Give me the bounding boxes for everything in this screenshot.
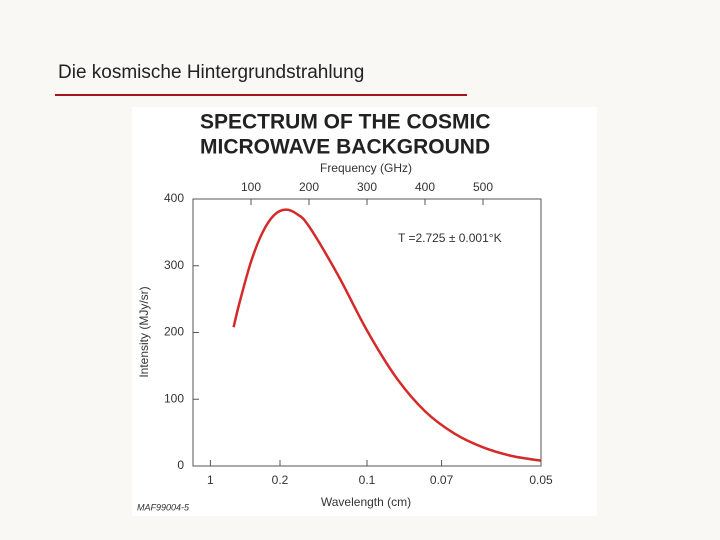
title-rule	[55, 94, 467, 96]
chart-title: SPECTRUM OF THE COSMIC	[200, 111, 491, 134]
chart-title: MICROWAVE BACKGROUND	[200, 136, 490, 159]
x-tick-label: 400	[415, 180, 435, 194]
y-axis-label: Intensity (MJy/sr)	[137, 286, 151, 377]
y-tick-label: 200	[164, 325, 184, 339]
x-tick-label: 200	[299, 180, 319, 194]
credit: MAF99004-5	[137, 502, 190, 512]
x2-tick-label: 0.2	[272, 473, 289, 487]
y-tick-label: 100	[164, 391, 184, 405]
x2-axis-label: Wavelength (cm)	[321, 495, 411, 509]
x-tick-label: 300	[357, 180, 377, 194]
x-tick-label: 500	[473, 180, 493, 194]
x2-tick-label: 0.05	[529, 473, 553, 487]
x2-tick-label: 1	[207, 473, 214, 487]
x-tick-label: 100	[241, 180, 261, 194]
x-axis-label: Frequency (GHz)	[320, 161, 412, 175]
slide-title: Die kosmische Hintergrundstrahlung	[58, 62, 365, 83]
annotation: T =2.725 ± 0.001°K	[398, 231, 502, 245]
x2-tick-label: 0.1	[359, 473, 376, 487]
y-tick-label: 400	[164, 191, 184, 205]
chart-background	[132, 107, 597, 516]
x2-tick-label: 0.07	[430, 473, 454, 487]
y-tick-label: 0	[177, 458, 184, 472]
spectrum-line	[232, 208, 542, 462]
y-tick-label: 300	[164, 258, 184, 272]
